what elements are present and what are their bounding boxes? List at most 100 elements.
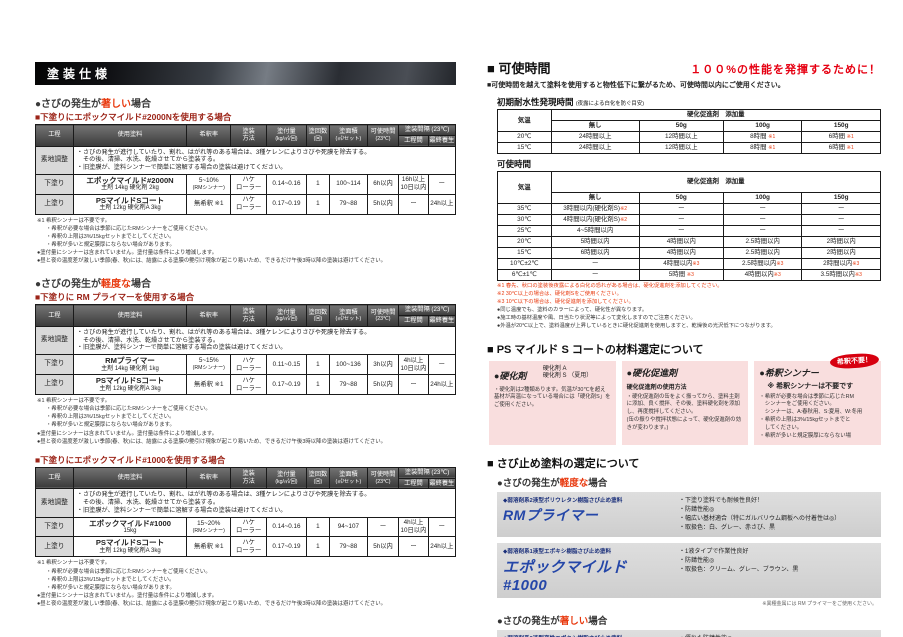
process-label: 下塗り xyxy=(35,173,74,195)
col-header-50g: 50g xyxy=(638,120,724,132)
coats-cell: 1 xyxy=(305,374,330,396)
value-cell: 4時間以内※3 xyxy=(722,269,803,281)
process-label: 下塗り xyxy=(35,516,74,538)
product-category: ◆弱溶剤系2液型ポリウレタン樹脂さび止め塗料 xyxy=(503,497,623,504)
col-header-coats: 塗回数 (回) xyxy=(305,466,330,490)
area-cell: 79~88 xyxy=(328,374,368,396)
hardener-box-title: ●硬化剤 xyxy=(494,370,527,381)
footnote-line: ●昼と夜の温度差が激しい季節(春、秋)には、結露による塗膜の艶引け現象が起こり易… xyxy=(37,258,387,265)
area-cell: 79~88 xyxy=(328,193,368,215)
footnote-line: ●昼と夜の温度差が激しい季節(春、秋)には、結露による塗膜の艶引け現象が起こり易… xyxy=(37,438,387,445)
col-header-area: 塗面積 (㎡/セット) xyxy=(328,304,368,327)
product-name: RMプライマー xyxy=(503,506,599,523)
temp-cell: 35℃ xyxy=(497,203,552,215)
product-footnote: ※異種金属には RM プライマーをご使用ください。 xyxy=(762,600,877,607)
col-header-interval: 塗装間隔 (23℃) xyxy=(398,124,456,136)
potlife-footnotes: ※1 春先、秋口の塗装後夜露による白化の恐れがある場合は、硬化促進剤を添加してく… xyxy=(497,283,881,331)
final-cure-cell: ー xyxy=(427,516,457,538)
footnote-line: ※1 希釈シンナーは不要です。 xyxy=(37,560,111,567)
value-cell: 4時間以内※3 xyxy=(638,258,724,270)
section-severe-rust: ●さびの発生が著しい場合 ■下塗りにエポックマイルド#2000Nを使用する場合 … xyxy=(35,95,457,265)
potlife-table-wrap: 気温 硬化促進剤 添加量 無し 50g 100g 150g 35℃ 3時間以内(… xyxy=(497,171,882,281)
table-row: 6℃±1℃ ー 5時間 ※3 4時間以内※3 3.5時間以内※3 xyxy=(497,269,881,281)
col-header-coats: 塗回数 (回) xyxy=(305,304,330,327)
potlife-cell: 5h以内 xyxy=(366,193,400,215)
value-cell: 4時間以内 xyxy=(638,247,724,259)
method-cell: ハケ ローラー xyxy=(230,354,267,376)
value-cell: 5時間以内 xyxy=(550,236,640,248)
value-cell: ー xyxy=(722,225,803,237)
amount-cell: 0.17~0.19 xyxy=(265,374,307,396)
potlife-cell: 5h以内 xyxy=(366,536,400,558)
case-heading-post: 場合 xyxy=(131,99,152,110)
table-header-row: 工程 使用塗料 希釈率 塗装 方法 塗付量 (kg/㎡/回) 塗回数 (回) 塗面積… xyxy=(35,304,456,327)
col-header-none: 無し xyxy=(550,192,640,204)
value-cell: 24時間以上 xyxy=(550,131,640,143)
table-row: 35℃ 3時間以内(硬化剤S)※2 ー ー ー xyxy=(497,203,881,215)
page-title: 塗装仕様 xyxy=(47,67,112,81)
method-cell: ハケ ローラー xyxy=(230,516,267,538)
footnote-line: ●外温が20℃以上で、塗料温度が上昇しているときに硬化促進剤を使用しますと、乾燥… xyxy=(497,322,776,329)
method-cell: ハケ ローラー xyxy=(230,193,267,215)
right-column: ■ 可使時間 １００%の性能を発揮するために！ ■可使時間を越えて塗料を使用する… xyxy=(487,58,882,637)
method-cell: ハケ ローラー xyxy=(230,374,267,396)
footnote-line: ・希釈が必要な場合は季節に応じたRMシンナーをご使用ください。 xyxy=(46,568,211,575)
rust-case-severe: ●さびの発生が著しい場合 xyxy=(497,615,608,627)
potlife-cell: ー xyxy=(366,516,400,538)
temp-cell: 25℃ xyxy=(497,225,552,237)
table-row-undercoat: 下塗り RMプライマー 主剤 14kg 硬化剤 1kg 5~15% (RMシンナー)… xyxy=(35,354,457,376)
accelerator-usage-label: 硬化促進剤の使用方法 xyxy=(626,384,687,391)
sub-heading: ■下塗りにエポックマイルド#1000を使用する場合 xyxy=(35,454,226,465)
case-heading: ●さびの発生が著しい場合 xyxy=(35,95,456,110)
footnote-line: ●塗付量にシンナーは含まれていません。塗付量は条件により増減します。 xyxy=(37,430,218,437)
coats-cell: 1 xyxy=(305,193,330,215)
table-row: 15℃ 24時間以上 12時間以上 8時間 ※1 6時間 ※1 xyxy=(497,142,881,154)
product-features: ・優れた防錆性能◎ ・取扱色：クリーム、グレー、ブラウン、黒 ・硬化剤は、硬化剤… xyxy=(679,634,847,637)
table-row-surface-prep: 素地調整 ・さびの発生が進行していたり、割れ、はがれ等のある場合は、3種ケレンに… xyxy=(35,488,457,518)
table-row: 30℃ 4時間以内(硬化剤S)※2 ー ー ー xyxy=(497,214,881,226)
footnote-line: ・希釈が多いと規定膜厚にならない場合があります。 xyxy=(46,422,175,429)
value-cell: ー xyxy=(801,214,881,226)
left-column: 塗装仕様 ●さびの発生が著しい場合 ■下塗りにエポックマイルド#2000Nを使用… xyxy=(35,62,457,614)
table-row-undercoat: 下塗り エポックマイルド#1000 15kg 15~20% (RMシンナー) ハケ … xyxy=(35,516,457,538)
case-heading-highlight: 著しい xyxy=(101,99,132,110)
product-box-epock1000: ◆弱溶剤系1液型エポキシ樹脂さび止め塗料 エポックマイルド#1000 ・1液タイ… xyxy=(497,542,881,598)
coats-cell: 1 xyxy=(305,354,330,376)
table-header-row: 気温 硬化促進剤 添加量 xyxy=(497,171,882,204)
process-label: 素地調整 xyxy=(35,325,74,356)
col-header-potlife: 可使時間 (23℃) xyxy=(366,124,400,147)
process-label: 下塗り xyxy=(35,354,74,376)
spec-table-rm-primer: 工程 使用塗料 希釈率 塗装 方法 塗付量 (kg/㎡/回) 塗回数 (回) 塗面積… xyxy=(35,304,457,396)
temp-cell: 20℃ xyxy=(497,131,552,143)
footnote-line: ●塗付量にシンナーは含まれていません。塗付量は条件により増減します。 xyxy=(37,250,218,257)
footnote-line: ・希釈が必要な場合は季節に応じたRMシンナーをご使用ください。 xyxy=(46,225,211,232)
dilution-cell: 5~10% (RMシンナー) xyxy=(186,173,232,195)
table-row-topcoat: 上塗り PSマイルドSコート 主剤 12kg 硬化剤A 3kg 無希釈 ※1 ハケ… xyxy=(35,374,457,396)
final-cure-cell: 24h以上 xyxy=(427,536,457,558)
value-cell: ー xyxy=(550,258,640,270)
col-header-none: 無し xyxy=(550,120,640,132)
case-heading: ●さびの発生が軽度な場合 xyxy=(35,275,456,290)
col-header-accelerator: 硬化促進剤 添加量 xyxy=(550,109,882,121)
potlife-section-title: ■ 可使時間 xyxy=(487,61,551,76)
area-cell: 79~88 xyxy=(328,536,368,558)
performance-slogan: １００%の性能を発揮するために！ xyxy=(690,64,881,76)
footnote-line: ●昼と夜の温度差が激しい季節(春、秋)には、結露による塗膜の艶引け現象が起こり易… xyxy=(37,601,387,608)
paint-cell: PSマイルドSコート 主剤 12kg 硬化剤A 3kg xyxy=(72,193,188,215)
dilution-cell: 無希釈 ※1 xyxy=(186,536,232,558)
value-cell: 2.5時間以内※3 xyxy=(722,258,803,270)
table-header-row: 気温 硬化促進剤 添加量 xyxy=(497,109,882,132)
dilution-cell: 15~20% (RMシンナー) xyxy=(186,516,232,538)
amount-cell: 0.17~0.19 xyxy=(265,536,307,558)
col-header-area: 塗面積 (㎡/セット) xyxy=(328,466,368,490)
interval-cell: ー xyxy=(398,374,429,396)
thinner-box-body: ・希釈が必要な場合は季節に応じたRM シンナーをご使用ください。 シンナーは、A… xyxy=(759,393,863,439)
table-row: 20℃ 24時間以上 12時間以上 8時間 ※1 6時間 ※1 xyxy=(497,131,881,143)
method-cell: ハケ ローラー xyxy=(230,536,267,558)
col-header-process: 工程 xyxy=(35,304,74,327)
value-cell: 8時間 ※1 xyxy=(722,142,803,154)
col-header-interval-process: 工程間 xyxy=(398,477,429,490)
col-header-process: 工程 xyxy=(35,466,74,490)
footnote-line: ・希釈の上限は3%/15kgセットまでとしてください。 xyxy=(46,414,175,421)
table-row-topcoat: 上塗り PSマイルドSコート 主剤 12kg 硬化剤A 3kg 無希釈 ※1 ハケ… xyxy=(35,536,457,558)
